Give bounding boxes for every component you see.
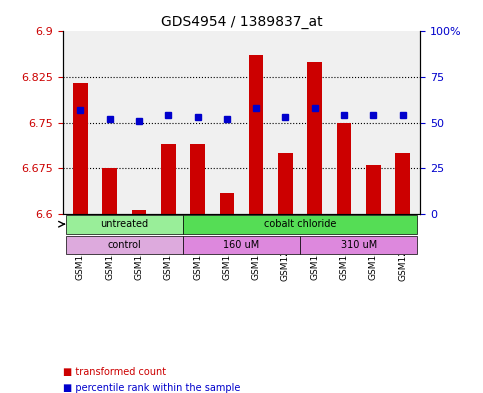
Bar xyxy=(366,165,381,214)
Bar xyxy=(102,168,117,214)
Bar xyxy=(300,236,417,254)
Text: 160 uM: 160 uM xyxy=(223,240,260,250)
Bar xyxy=(183,215,417,233)
Bar xyxy=(395,153,410,214)
Text: control: control xyxy=(107,240,141,250)
Bar xyxy=(307,62,322,214)
Bar xyxy=(161,144,176,214)
Bar xyxy=(183,236,300,254)
Bar xyxy=(132,209,146,214)
Bar xyxy=(66,215,183,233)
Title: GDS4954 / 1389837_at: GDS4954 / 1389837_at xyxy=(161,15,322,29)
Text: ■ percentile rank within the sample: ■ percentile rank within the sample xyxy=(63,383,240,393)
Text: ■ transformed count: ■ transformed count xyxy=(63,367,166,377)
Text: cobalt chloride: cobalt chloride xyxy=(264,219,336,229)
Bar xyxy=(278,153,293,214)
Bar xyxy=(337,123,351,214)
Bar xyxy=(73,83,88,214)
Bar xyxy=(190,144,205,214)
Text: 310 uM: 310 uM xyxy=(341,240,377,250)
Text: untreated: untreated xyxy=(100,219,148,229)
Bar xyxy=(220,193,234,214)
Bar xyxy=(66,236,183,254)
Bar xyxy=(249,55,263,214)
